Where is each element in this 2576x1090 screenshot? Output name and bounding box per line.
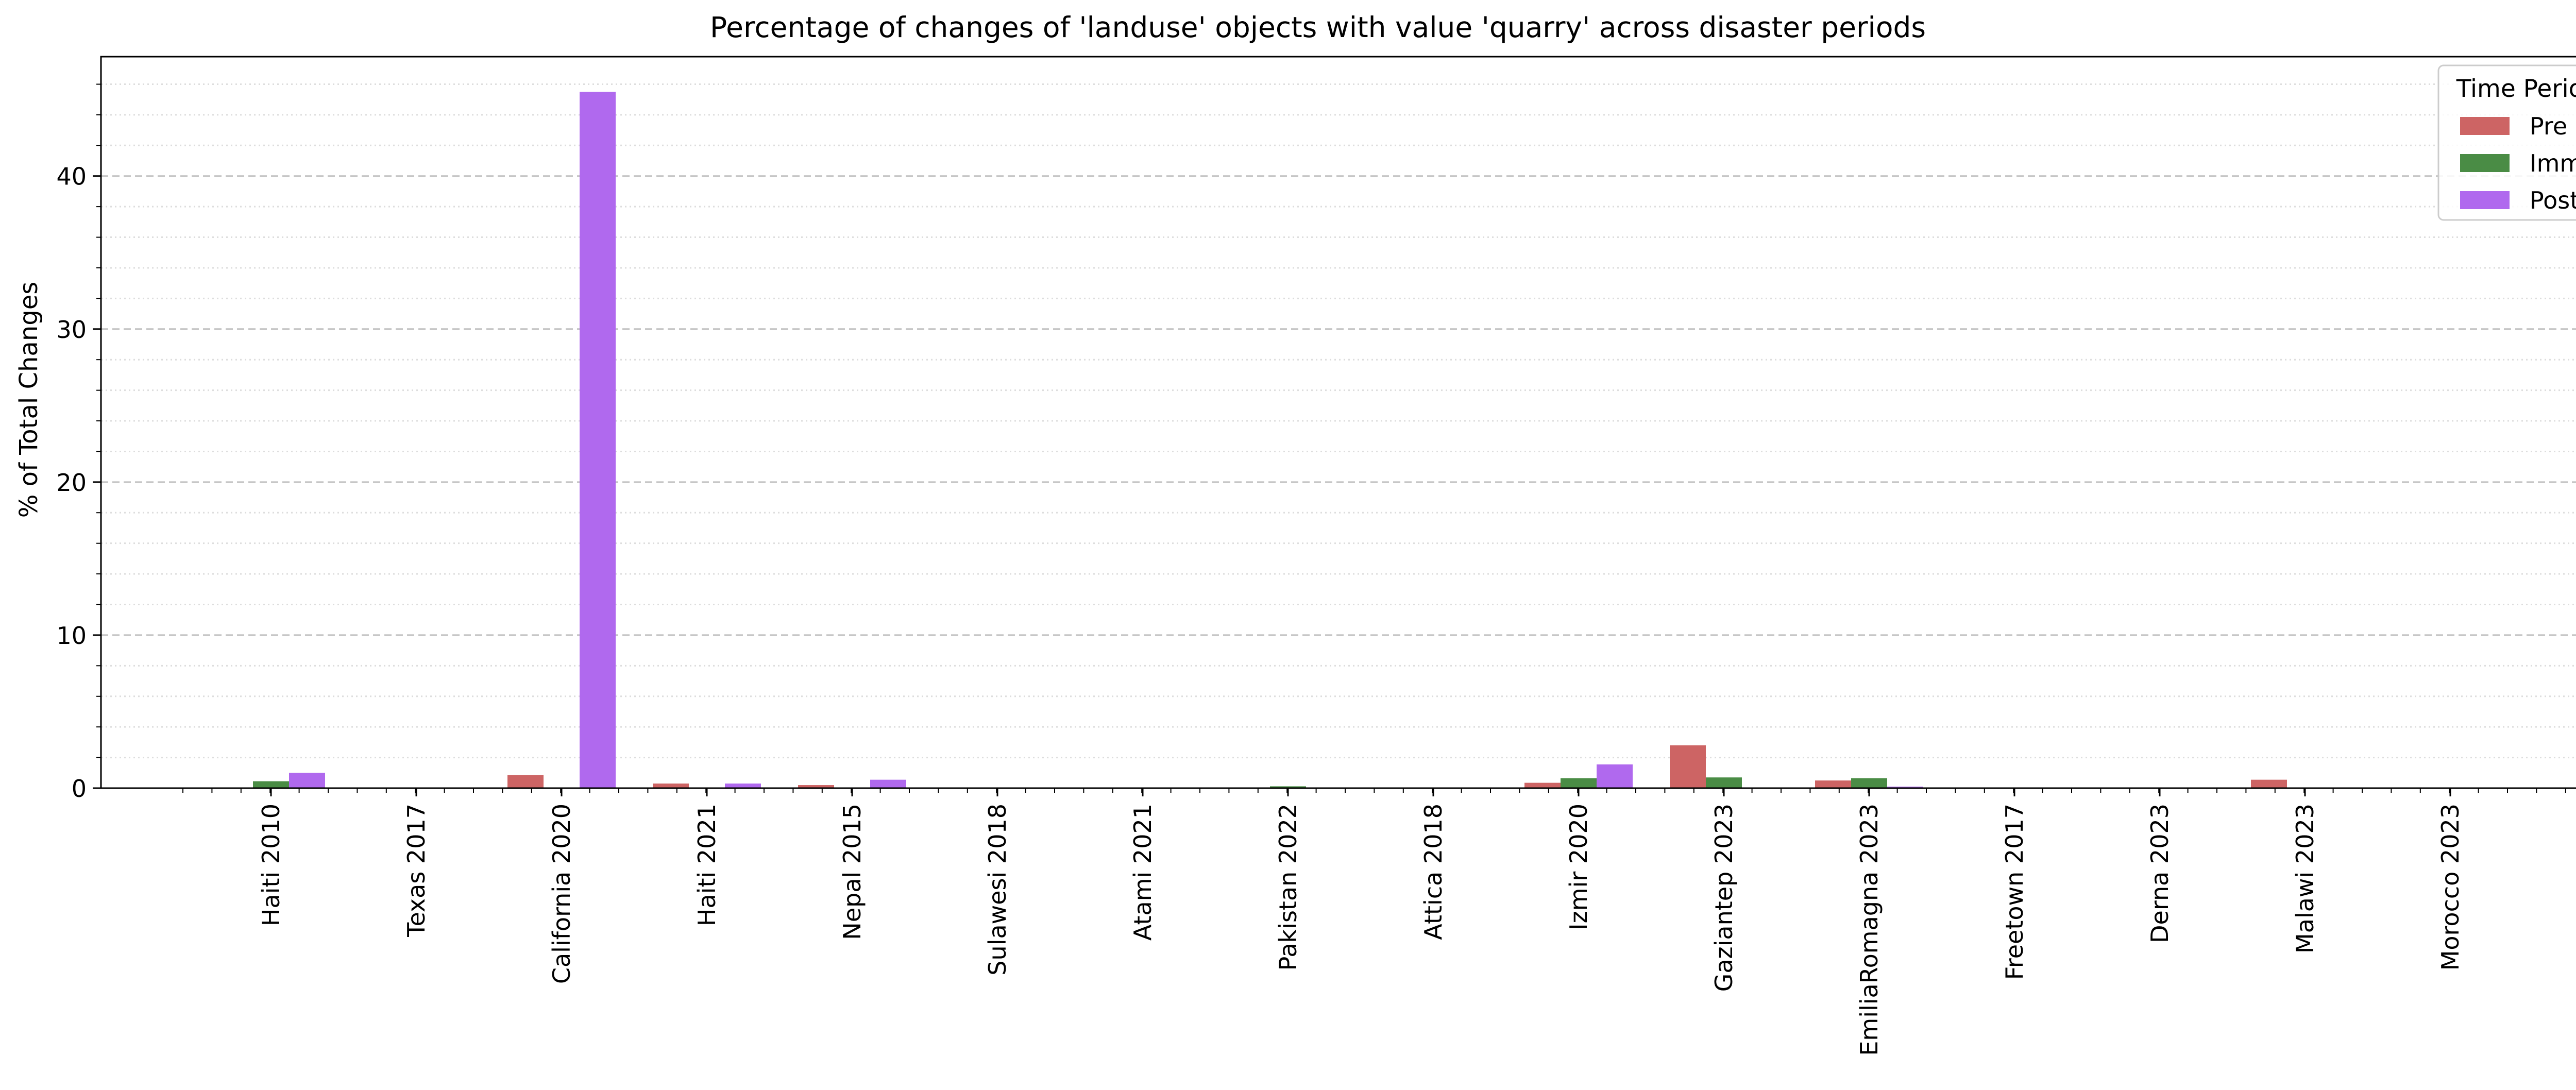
chart-title: Percentage of changes of 'landuse' objec… bbox=[710, 11, 1926, 44]
x-tick-label: Texas 2017 bbox=[402, 804, 430, 938]
bar-pre bbox=[1815, 780, 1851, 788]
bar-post bbox=[1597, 764, 1633, 788]
legend-title: Time Period bbox=[2456, 75, 2576, 103]
bar-pre bbox=[2251, 779, 2287, 788]
x-tick-label: EmiliaRomagna 2023 bbox=[1855, 804, 1883, 1056]
legend-label-imm: Imm bbox=[2530, 149, 2576, 177]
x-tick-label: Gaziantep 2023 bbox=[1710, 804, 1738, 992]
bar-pre bbox=[653, 784, 689, 788]
x-tick-label: California 2020 bbox=[548, 804, 575, 984]
x-tick-label: Morocco 2023 bbox=[2436, 804, 2464, 970]
bar-imm bbox=[1851, 778, 1887, 788]
gridlines bbox=[101, 83, 2576, 759]
axes: 0 10 20 30 40 Haiti 2010 Texas 2017 California … bbox=[56, 56, 2576, 1056]
bar-pre bbox=[798, 785, 834, 788]
bar-post bbox=[725, 784, 761, 788]
x-tick-label: Derna 2023 bbox=[2146, 804, 2174, 943]
legend-swatch-imm bbox=[2460, 154, 2510, 172]
x-tick-label: Haiti 2010 bbox=[257, 804, 285, 926]
bar-post bbox=[289, 773, 325, 788]
legend-swatch-post bbox=[2460, 191, 2510, 209]
y-tick-label: 10 bbox=[56, 622, 87, 650]
y-tick-label: 40 bbox=[56, 163, 87, 191]
x-tick-label: Atami 2021 bbox=[1129, 804, 1157, 941]
legend-label-post: Post bbox=[2530, 186, 2576, 214]
bar-imm bbox=[253, 781, 289, 788]
bar-post bbox=[580, 92, 616, 788]
y-tick-label: 30 bbox=[56, 316, 87, 344]
bar-pre bbox=[1524, 782, 1561, 788]
legend-swatch-pre bbox=[2460, 117, 2510, 135]
legend-entries: Pre Imm Post bbox=[2460, 112, 2576, 214]
bar-imm bbox=[1270, 786, 1306, 788]
y-tick-label: 0 bbox=[72, 775, 87, 803]
legend-label-pre: Pre bbox=[2530, 112, 2567, 140]
x-tick-label: Malawi 2023 bbox=[2291, 804, 2319, 953]
x-tick-label: Izmir 2020 bbox=[1565, 804, 1592, 930]
x-tick-label: Attica 2018 bbox=[1419, 804, 1447, 940]
x-tick-label: Sulawesi 2018 bbox=[984, 804, 1011, 976]
plot-frame bbox=[100, 56, 2576, 789]
x-tick-label: Haiti 2021 bbox=[693, 804, 721, 926]
legend-frame bbox=[2437, 64, 2576, 221]
y-axis-label: % of Total Changes bbox=[14, 282, 43, 518]
bar-imm bbox=[1706, 777, 1742, 788]
x-tick-label: Pakistan 2022 bbox=[1274, 804, 1302, 970]
bar-post bbox=[870, 779, 906, 788]
legend: Time Period Pre Imm Post bbox=[2437, 64, 2576, 221]
x-tick-label: Nepal 2015 bbox=[838, 804, 866, 940]
bar-pre bbox=[1670, 745, 1706, 788]
bars bbox=[217, 92, 2468, 788]
y-tick-label: 20 bbox=[56, 469, 87, 497]
bar-pre bbox=[507, 775, 544, 788]
x-tick-label: Freetown 2017 bbox=[2001, 804, 2028, 980]
bar-imm bbox=[1561, 778, 1597, 788]
